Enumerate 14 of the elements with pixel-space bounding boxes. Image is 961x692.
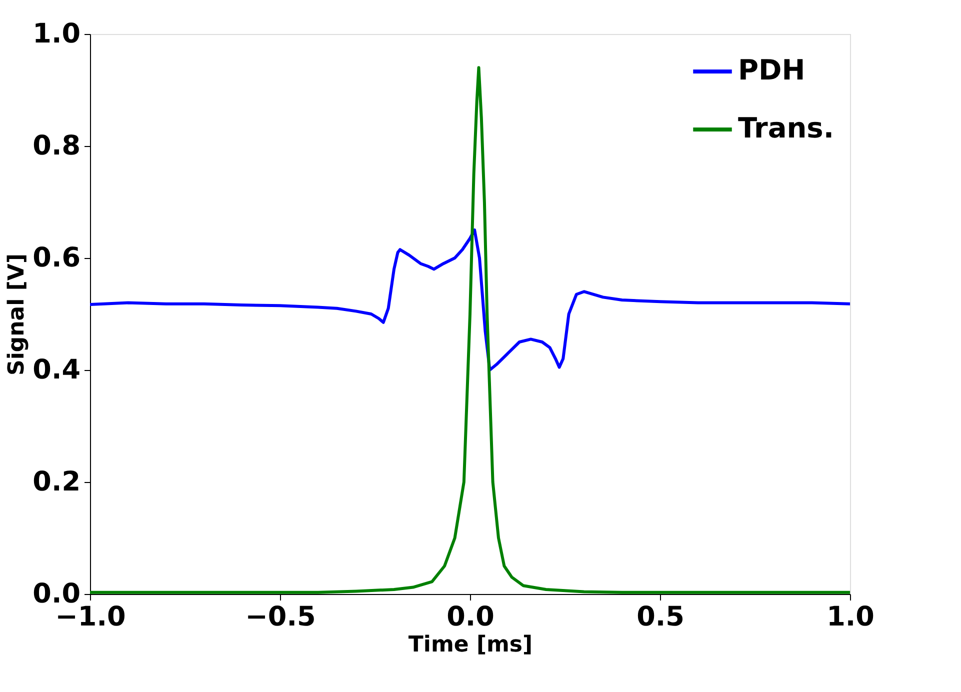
y-tick-label: 0.4 (32, 354, 80, 386)
y-axis-title: Signal [V] (4, 254, 30, 376)
y-tick-label: 0.8 (32, 130, 80, 162)
line-series (90, 228, 850, 372)
y-tick-label: 0.6 (32, 242, 80, 274)
legend-label: PDH (738, 54, 806, 86)
x-tick-label: 0.0 (446, 602, 494, 632)
legend-label: Trans. (738, 112, 834, 144)
y-tick-label: 1.0 (32, 18, 80, 50)
y-tick-label: 0.2 (32, 466, 80, 498)
x-tick-label: −0.5 (245, 602, 316, 632)
x-tick-label: 0.5 (636, 602, 684, 632)
x-axis-title: Time [ms] (408, 632, 533, 658)
x-tick-label: 1.0 (826, 602, 874, 632)
